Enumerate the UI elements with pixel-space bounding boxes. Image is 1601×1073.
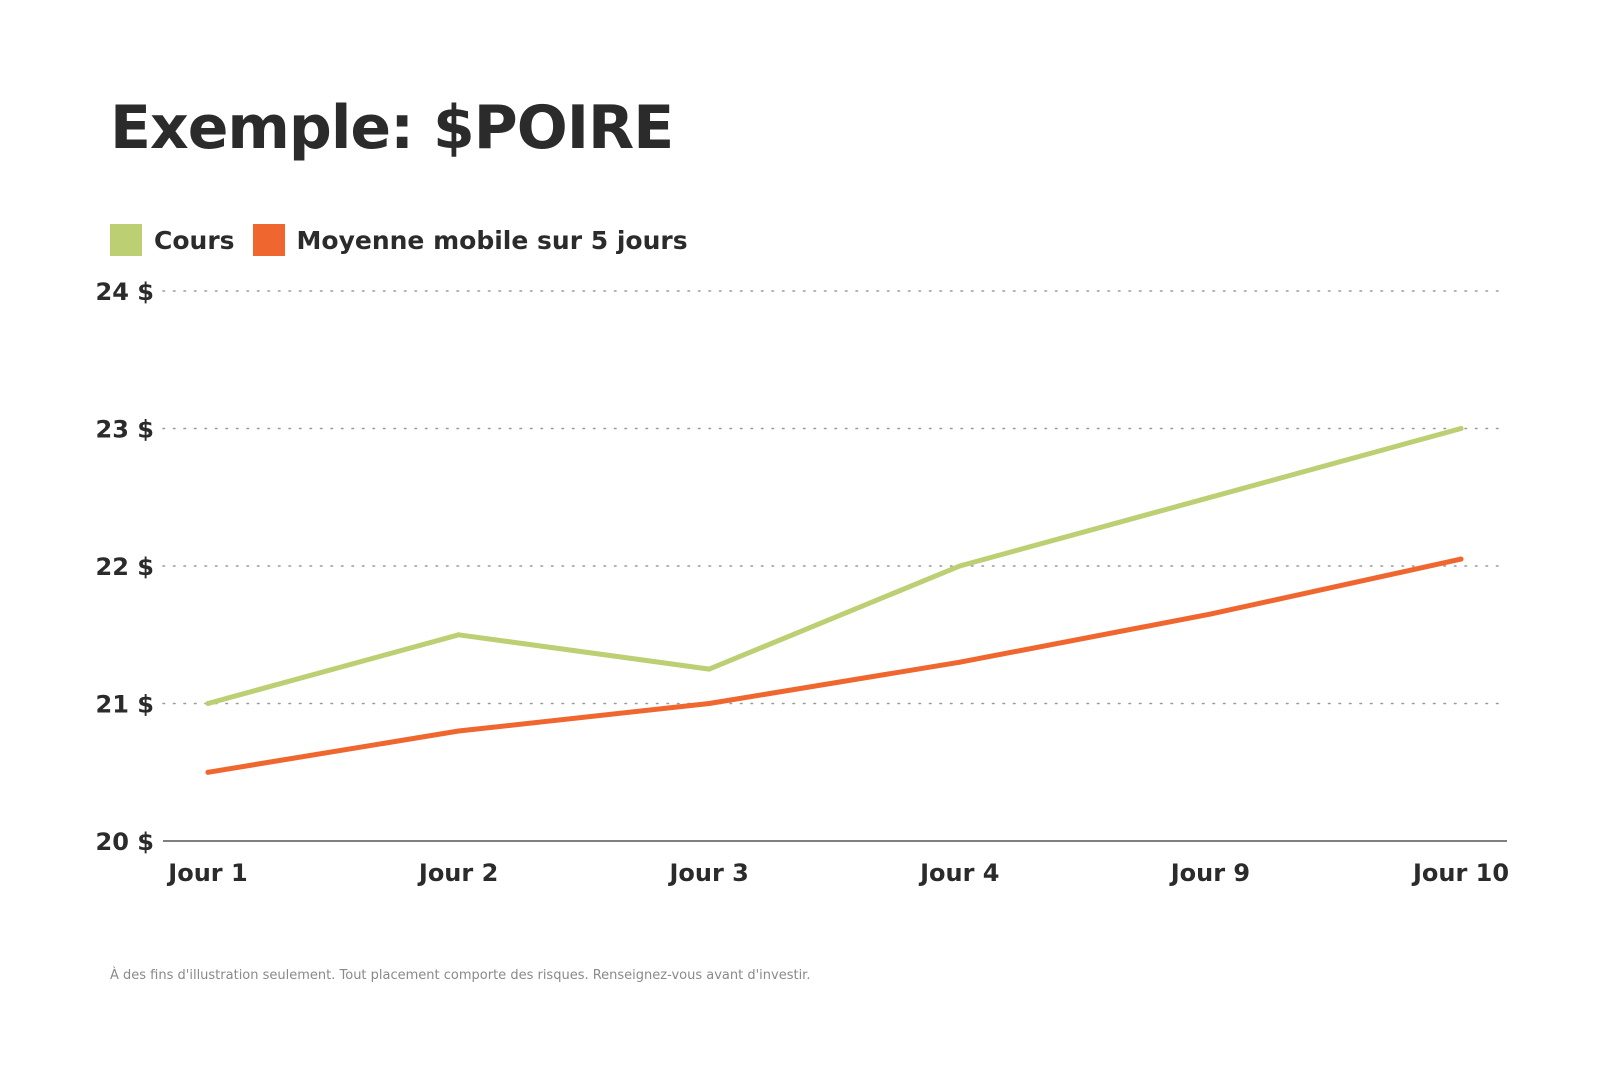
x-tick-label: Jour 10 [1411,859,1509,887]
series-line-0 [205,426,1464,706]
data-point [706,666,712,672]
data-point [957,659,963,665]
series-line-1 [205,556,1464,775]
chart-title: Exemple: $POIRE [110,93,674,163]
legend-swatch-cours [110,224,142,256]
x-axis: Jour 1 Jour 2 Jour 3 Jour 4 Jour 9 Jour 10 [163,840,1509,887]
series-lines [205,426,1464,775]
x-tick-label: Jour 1 [166,859,247,887]
data-point [456,632,462,638]
x-tick-label: Jour 3 [667,859,748,887]
y-tick-label: 22 $ [96,553,154,581]
y-tick-label: 20 $ [96,828,154,856]
legend-swatch-moyenne-mobile [252,224,285,256]
data-point [1458,426,1464,431]
footnote: À des fins d'illustration seulement. Tou… [110,968,811,983]
y-tick-label: 23 $ [96,416,154,444]
legend-item-moyenne-mobile: Moyenne mobile sur 5 jours [252,224,688,256]
grid-lines [162,290,1508,705]
data-point [706,701,712,706]
data-point [205,701,211,706]
y-tick-label: 21 $ [96,691,154,719]
data-point [1458,556,1464,562]
data-point [1207,494,1213,500]
x-tick-label: Jour 9 [1169,859,1250,887]
data-point [957,563,963,569]
x-tick-label: Jour 4 [918,859,999,887]
y-axis: 20 $ 21 $ 22 $ 23 $ 24 $ [96,278,154,856]
data-point [205,769,211,775]
y-tick-label: 24 $ [96,278,154,306]
legend-label-cours: Cours [154,225,235,255]
legend-item-cours: Cours [110,224,235,256]
data-point [1207,611,1213,617]
legend: Cours Moyenne mobile sur 5 jours [110,224,706,256]
legend-label-moyenne-mobile: Moyenne mobile sur 5 jours [296,225,688,255]
x-tick-label: Jour 2 [417,859,498,887]
data-point [456,728,462,734]
